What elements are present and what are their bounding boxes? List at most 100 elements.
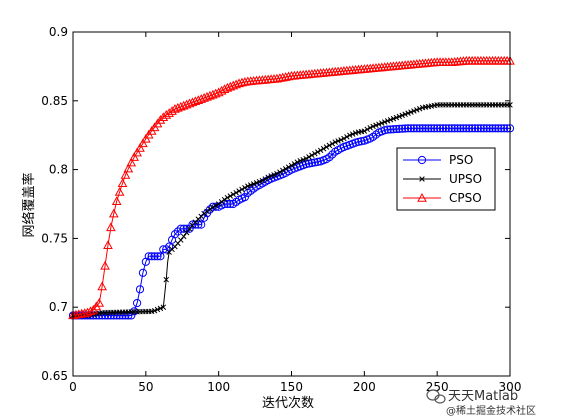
- data-point-pso: [470, 124, 480, 133]
- data-point-upso: [277, 169, 283, 175]
- data-point-pso: [409, 124, 418, 133]
- x-tick-label: 200: [353, 380, 376, 394]
- data-point-cpso: [164, 108, 174, 117]
- data-point-pso: [424, 124, 433, 133]
- data-point-pso: [194, 220, 203, 229]
- data-point-pso: [491, 124, 500, 133]
- data-point-upso: [361, 128, 368, 134]
- data-point-pso: [389, 125, 398, 134]
- data-point-upso: [262, 176, 269, 182]
- data-point-upso: [416, 106, 423, 112]
- data-point-cpso: [132, 147, 142, 157]
- data-point-cpso: [222, 82, 233, 92]
- data-point-pso: [412, 124, 421, 133]
- data-point-cpso: [123, 163, 134, 173]
- data-point-upso: [285, 164, 292, 170]
- data-point-upso: [317, 147, 324, 154]
- data-point-cpso: [205, 90, 215, 100]
- legend-label: PSO: [449, 153, 473, 167]
- series-layer: [68, 55, 515, 320]
- data-point-upso: [212, 202, 219, 209]
- data-point-cpso: [135, 143, 145, 152]
- data-point-pso: [144, 252, 153, 261]
- data-point-pso: [438, 124, 448, 133]
- data-point-cpso: [175, 101, 186, 111]
- data-point-upso: [326, 142, 333, 149]
- y-axis-label: 网络覆盖率: [21, 172, 37, 237]
- data-point-cpso: [140, 133, 151, 143]
- data-point-cpso: [170, 104, 180, 113]
- data-point-upso: [215, 201, 222, 207]
- data-point-pso: [497, 124, 506, 133]
- data-point-upso: [151, 307, 158, 314]
- data-point-pso: [354, 137, 363, 146]
- data-point-cpso: [193, 95, 204, 104]
- data-point-upso: [253, 180, 260, 186]
- data-point-upso: [157, 305, 164, 312]
- data-point-pso: [415, 124, 424, 133]
- data-point-upso: [239, 186, 245, 193]
- data-point-pso: [488, 124, 497, 133]
- data-point-pso: [459, 124, 468, 133]
- data-point-pso: [494, 124, 503, 133]
- data-point-pso: [456, 124, 465, 133]
- data-point-pso: [357, 137, 366, 146]
- data-point-pso: [476, 124, 485, 133]
- data-point-pso: [453, 124, 462, 133]
- legend-marker: [417, 155, 427, 165]
- data-point-pso: [403, 124, 413, 133]
- data-point-upso: [207, 206, 213, 212]
- data-point-upso: [344, 134, 350, 140]
- data-point-pso: [401, 124, 410, 133]
- data-point-upso: [183, 229, 190, 236]
- data-point-cpso: [155, 115, 166, 124]
- x-axis-label: 迭代次数: [262, 395, 314, 411]
- data-point-upso: [280, 167, 286, 174]
- data-point-upso: [242, 185, 248, 191]
- data-point-upso: [390, 115, 397, 122]
- data-point-upso: [250, 181, 257, 187]
- data-point-pso: [502, 124, 512, 133]
- data-point-cpso: [274, 73, 285, 82]
- data-point-pso: [240, 193, 249, 202]
- data-point-upso: [210, 204, 216, 211]
- data-point-pso: [386, 125, 395, 134]
- data-point-cpso: [283, 71, 294, 81]
- data-point-upso: [408, 109, 414, 115]
- data-point-upso: [373, 122, 379, 129]
- data-point-cpso: [71, 309, 81, 319]
- data-point-upso: [405, 110, 411, 116]
- data-point-pso: [304, 159, 314, 168]
- data-point-upso: [399, 112, 405, 119]
- data-point-pso: [153, 252, 162, 261]
- data-point-pso: [468, 124, 477, 133]
- data-point-cpso: [120, 170, 131, 179]
- legend: PSO UPSO CPSO: [396, 147, 496, 211]
- watermark-subtitle: @稀土掘金技术社区: [446, 404, 536, 417]
- data-point-cpso: [234, 78, 244, 88]
- data-point-pso: [444, 124, 453, 133]
- data-point-upso: [338, 137, 344, 143]
- data-point-upso: [288, 162, 295, 169]
- legend-entry-cpso: CPSO: [403, 191, 482, 205]
- legend-label: CPSO: [449, 191, 482, 205]
- data-point-upso: [221, 196, 228, 203]
- legend-label: UPSO: [449, 172, 482, 186]
- data-point-upso: [323, 144, 330, 150]
- data-point-upso: [163, 276, 169, 283]
- data-point-cpso: [228, 80, 239, 90]
- data-point-pso: [392, 124, 401, 134]
- data-point-upso: [364, 126, 371, 133]
- data-point-cpso: [277, 72, 288, 82]
- data-point-cpso: [199, 93, 209, 102]
- data-point-pso: [132, 298, 142, 308]
- data-point-pso: [185, 224, 194, 233]
- data-point-cpso: [178, 100, 189, 110]
- data-point-upso: [180, 233, 187, 240]
- data-point-cpso: [106, 222, 116, 232]
- data-point-pso: [406, 124, 416, 133]
- data-point-pso: [307, 158, 316, 168]
- data-point-pso: [179, 224, 188, 233]
- y-tick-label: 0.8: [49, 163, 68, 177]
- legend-marker: [417, 192, 427, 202]
